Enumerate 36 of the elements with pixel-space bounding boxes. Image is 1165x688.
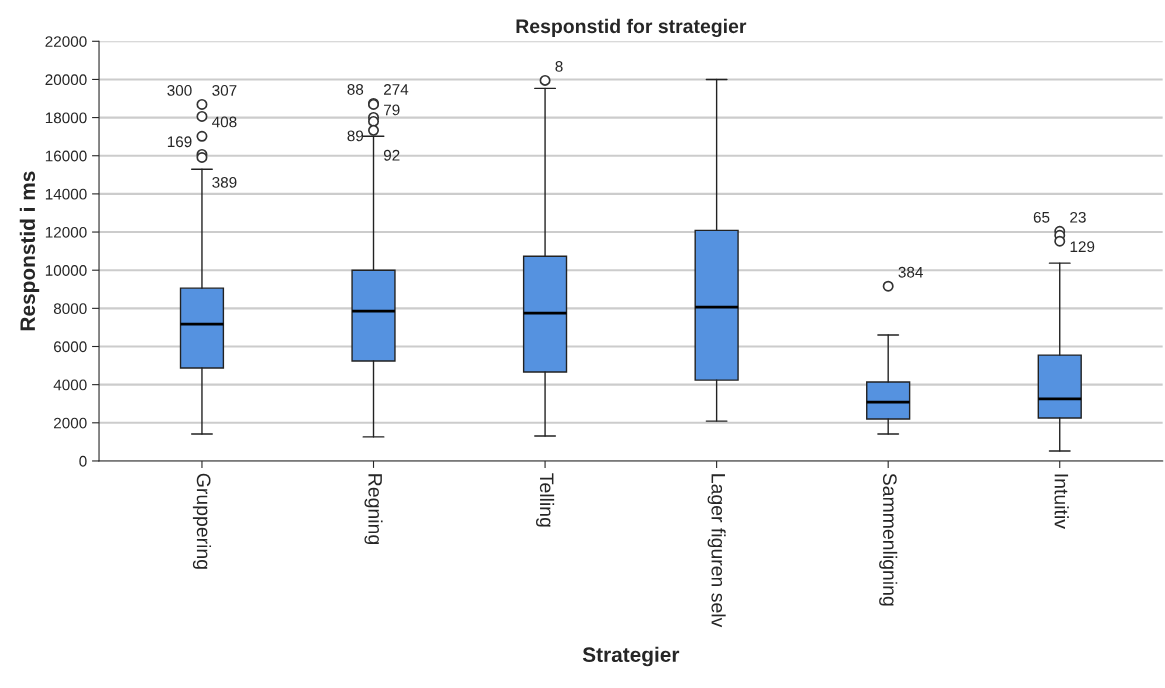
annotation: 169 [167,136,192,148]
y-tick-label: 2000 [54,417,87,429]
annotation: 65 [1033,211,1050,223]
annotation: 274 [384,84,409,95]
y-tick-label: 22000 [45,36,87,47]
annotation: 129 [1070,241,1095,253]
x-tick-label: Regning [364,474,383,544]
chart-title: Responstid for strategier [516,18,747,38]
annotation: 89 [347,130,364,142]
x-tick-label: Intuitiv [1054,474,1069,529]
x-tick-label: Lager figuren selv [707,474,726,628]
x-axis-title: Strategier [582,646,680,667]
annotation: 23 [1070,211,1086,223]
y-tick-label: 0 [79,455,87,467]
y-tick-label: 4000 [53,379,87,391]
annotation: 408 [212,116,237,128]
annotation: 300 [167,85,192,96]
annotation: 79 [384,104,400,116]
annotation: 384 [898,266,923,278]
annotation: 307 [212,85,237,96]
x-tick-label: Gruppering [192,473,212,569]
annotation: 92 [383,149,400,161]
y-tick-label: 20000 [45,74,87,86]
y-tick-label: 12000 [45,226,87,238]
x-tick-label: Telling [536,473,555,527]
y-tick-label: 10000 [45,265,87,276]
annotation: 8 [555,60,563,72]
y-tick-label: 16000 [45,150,87,162]
annotation: 88 [347,84,364,95]
y-tick-label: 8000 [53,303,87,315]
annotation: 389 [212,176,237,188]
y-axis-title: Responstid i ms [19,171,40,331]
y-tick-label: 14000 [45,188,87,200]
y-tick-label: 6000 [54,341,87,353]
x-tick-label: Sammenligning [879,473,898,606]
y-tick-label: 18000 [45,112,87,124]
